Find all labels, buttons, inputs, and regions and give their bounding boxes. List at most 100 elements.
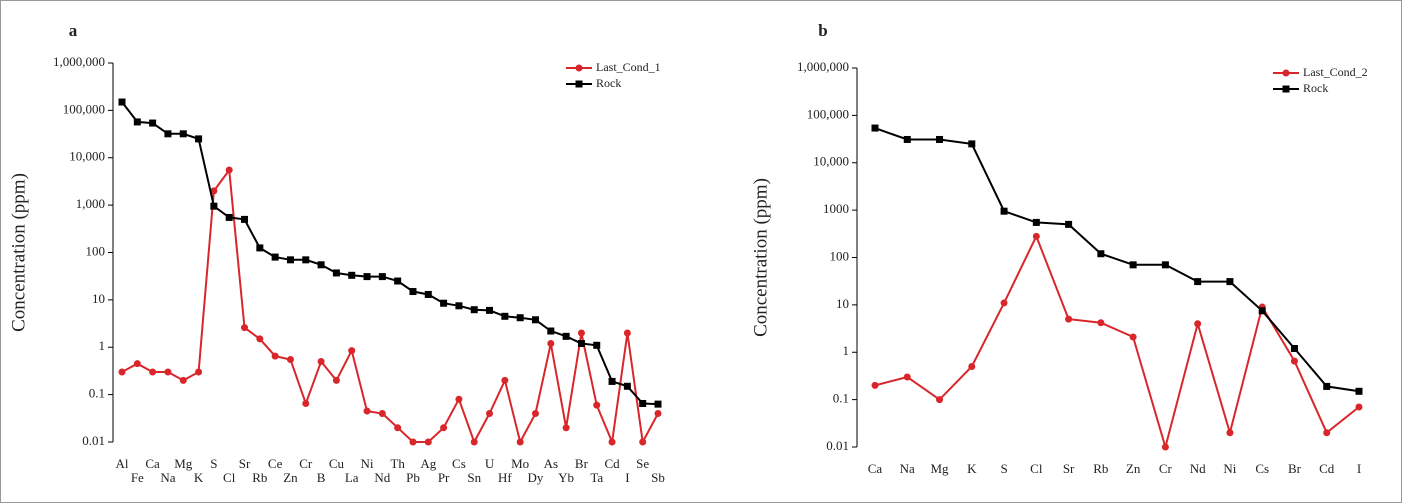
point: [241, 215, 249, 223]
point: [1355, 403, 1363, 411]
point: [164, 368, 172, 376]
point: [286, 256, 294, 264]
point: [936, 396, 944, 404]
point: [302, 399, 310, 407]
point: [1097, 250, 1105, 258]
series: [871, 124, 1363, 395]
point: [654, 409, 662, 417]
point: [1323, 382, 1331, 390]
y-tick-label: 1000: [823, 201, 849, 216]
y-tick-label: 0.01: [82, 433, 105, 448]
point: [562, 424, 570, 432]
x-tick-label: Ni: [361, 456, 374, 471]
x-tick-label: Sr: [1063, 461, 1075, 476]
point: [440, 299, 448, 307]
point: [455, 302, 463, 310]
x-tick-label: Rb: [1093, 461, 1108, 476]
point: [133, 360, 141, 368]
point: [348, 271, 356, 279]
point: [241, 324, 249, 332]
point: [164, 130, 172, 138]
point: [871, 124, 879, 132]
point: [577, 339, 585, 347]
legend-label: Last_Cond_1: [596, 60, 661, 74]
point: [149, 368, 157, 376]
point: [1226, 278, 1234, 286]
y-axis-label: Concentration (ppm): [750, 178, 771, 337]
point: [936, 135, 944, 143]
y-tick-label: 1: [99, 338, 106, 353]
point: [1000, 207, 1008, 215]
y-tick-label: 1,000,000: [797, 59, 849, 74]
point: [903, 135, 911, 143]
x-tick-label: Se: [636, 456, 649, 471]
point: [516, 438, 524, 446]
point: [968, 363, 976, 371]
y-tick-label: 0.1: [833, 391, 849, 406]
x-tick-label: Cu: [329, 456, 345, 471]
point: [179, 130, 187, 138]
point: [531, 409, 539, 417]
point: [593, 401, 601, 409]
point: [486, 306, 494, 314]
x-tick-label: U: [485, 456, 495, 471]
point: [903, 373, 911, 381]
point: [547, 339, 555, 347]
point: [486, 409, 494, 417]
x-tick-label: Yb: [558, 470, 574, 485]
x-tick-label: Cr: [1159, 461, 1173, 476]
legend-marker: [1282, 85, 1290, 93]
point: [1258, 307, 1266, 315]
x-tick-label: Sr: [239, 456, 251, 471]
point: [118, 98, 126, 106]
x-tick-label: Ca: [145, 456, 160, 471]
legend-label: Last_Cond_2: [1303, 65, 1368, 79]
x-tick-label: Ni: [1223, 461, 1236, 476]
point: [1129, 333, 1137, 341]
x-tick-label: Mo: [511, 456, 529, 471]
point: [1032, 232, 1040, 240]
legend-marker: [1282, 69, 1290, 77]
series: [118, 166, 662, 446]
point: [394, 424, 402, 432]
x-tick-label: Na: [160, 470, 175, 485]
point: [394, 277, 402, 285]
y-tick-label: 10,000: [813, 154, 849, 169]
x-tick-label: Sb: [651, 470, 665, 485]
point: [1194, 278, 1202, 286]
point: [210, 187, 218, 195]
point: [118, 368, 126, 376]
point: [133, 118, 141, 126]
point: [547, 327, 555, 335]
point: [654, 400, 662, 408]
x-tick-label: Br: [575, 456, 589, 471]
y-tick-label: 100: [830, 248, 850, 263]
point: [639, 438, 647, 446]
y-tick-label: 10,000: [69, 149, 105, 164]
panel-title: b: [818, 21, 827, 40]
x-tick-label: Pr: [438, 470, 450, 485]
x-tick-label: I: [1357, 461, 1361, 476]
x-tick-label: Zn: [283, 470, 298, 485]
point: [871, 381, 879, 389]
point: [501, 312, 509, 320]
point: [1065, 315, 1073, 323]
point: [1290, 344, 1298, 352]
x-tick-label: Ag: [420, 456, 436, 471]
point: [470, 438, 478, 446]
x-tick-label: Nd: [1190, 461, 1206, 476]
x-tick-label: La: [345, 470, 359, 485]
series-line: [121, 167, 659, 446]
point: [149, 119, 157, 127]
x-tick-label: Rb: [252, 470, 267, 485]
x-tick-label: Cl: [1030, 461, 1043, 476]
point: [593, 341, 601, 349]
point: [531, 316, 539, 324]
x-tick-label: Mg: [174, 456, 193, 471]
point: [1065, 220, 1073, 228]
point: [501, 376, 509, 384]
point: [1129, 261, 1137, 269]
point: [271, 253, 279, 261]
point: [1355, 387, 1363, 395]
